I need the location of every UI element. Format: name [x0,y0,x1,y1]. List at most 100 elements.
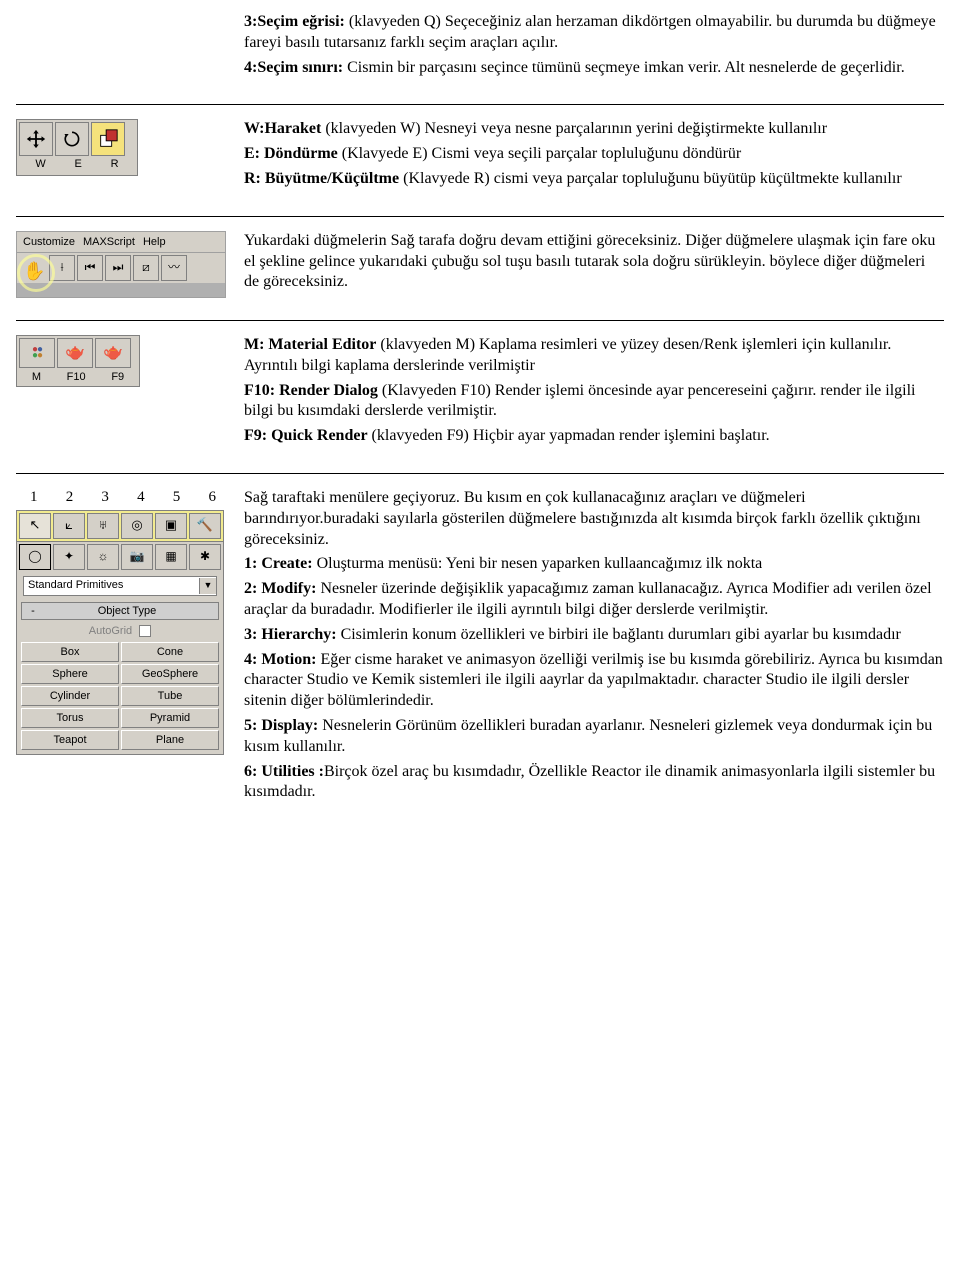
menu-customize[interactable]: Customize [23,235,75,249]
primitive-buttons: Box Cone Sphere GeoSphere Cylinder Tube … [17,640,223,754]
separator-1 [16,104,944,105]
section-customize: Customize MAXScript Help ✋ ⟊ ⏮ ⏭ ⧄ 〰 Yuk… [16,231,944,312]
rotate-icon [62,129,82,149]
next-key-btn[interactable]: ⏭ [105,255,131,281]
scale-button[interactable] [91,122,125,156]
sub-helpers[interactable]: ▦ [155,544,187,570]
btn-geosphere[interactable]: GeoSphere [121,664,219,684]
label-w: W:Haraket [244,120,321,137]
text-utilities: Birçok özel araç bu kısımdadır, Özellikl… [244,763,935,801]
render-dialog-button[interactable]: 🫖 [57,338,93,368]
text-motion: Eğer cisme haraket ve animasyon özelliği… [244,651,943,710]
section-mf: ●● ●● 🫖 🫖 M F10 F9 M: Material Editor (k… [16,335,944,465]
hand-icon: ✋ [23,260,45,283]
mf-label-m: M [32,370,41,384]
num-5: 5 [173,488,181,508]
tab-modify[interactable]: ⟀ [53,513,85,539]
primitives-dropdown[interactable]: Standard Primitives ▼ [23,576,217,596]
wer-text: W:Haraket (klavyeden W) Nesneyi veya nes… [244,119,944,193]
teapot-icon: 🫖 [65,343,85,364]
panel-intro: Sağ taraftaki menülere geçiyoruz. Bu kıs… [244,488,944,550]
sub-cameras[interactable]: 📷 [121,544,153,570]
menu-help[interactable]: Help [143,235,166,249]
label-modify: 2: Modify: [244,580,316,597]
btn-tube[interactable]: Tube [121,686,219,706]
section-wer: W E R W:Haraket (klavyeden W) Nesneyi ve… [16,119,944,207]
label-r: R: Büyütme/Küçültme [244,170,399,187]
btn-cone[interactable]: Cone [121,642,219,662]
separator-4 [16,473,944,474]
customize-text: Yukardaki düğmelerin Sağ tarafa doğru de… [244,231,944,297]
wer-label-e: E [75,157,82,171]
text-3: (klavyeden Q) Seçeceğiniz alan herzaman … [244,13,936,51]
text-f9: (klavyeden F9) Hiçbir ayar yapmadan rend… [368,427,770,444]
btn-sphere[interactable]: Sphere [21,664,119,684]
tab-utilities[interactable]: 🔨 [189,513,221,539]
material-editor-button[interactable]: ●● ●● [19,338,55,368]
num-4: 4 [137,488,145,508]
filter-btn[interactable]: ⧄ [133,255,159,281]
sub-shapes[interactable]: ✦ [53,544,85,570]
mf-text: M: Material Editor (klavyeden M) Kaplama… [244,335,944,451]
wer-label-w: W [35,157,45,171]
btn-pyramid[interactable]: Pyramid [121,708,219,728]
label-e: E: Döndürme [244,145,338,162]
rollup-toggle[interactable]: - [26,604,40,618]
quick-render-button[interactable]: 🫖 [95,338,131,368]
wer-box: W E R [16,119,138,175]
btn-box[interactable]: Box [21,642,119,662]
tab-display[interactable]: ▣ [155,513,187,539]
command-panel: 1 2 3 4 5 6 ↖ ⟀ ♅ ◎ ▣ 🔨 ◯ ✦ [16,488,226,755]
autogrid-checkbox[interactable] [139,625,151,637]
tab-motion[interactable]: ◎ [121,513,153,539]
rotate-button[interactable] [55,122,89,156]
prev-key-btn[interactable]: ⏮ [77,255,103,281]
panel-text: Sağ taraftaki menülere geçiyoruz. Bu kıs… [244,488,944,807]
teapot2-icon: 🫖 [103,343,123,364]
panel-tabs: ↖ ⟀ ♅ ◎ ▣ 🔨 [17,511,223,542]
customize-para: Yukardaki düğmelerin Sağ tarafa doğru de… [244,231,944,293]
text-w: (klavyeden W) Nesneyi veya nesne parçala… [321,120,827,137]
separator-2 [16,216,944,217]
section-intro: 3:Seçim eğrisi: (klavyeden Q) Seçeceğini… [16,12,944,96]
btn-teapot[interactable]: Teapot [21,730,119,750]
tab-create[interactable]: ↖ [19,513,51,539]
label-3: 3:Seçim eğrisi: [244,13,345,30]
panel-nums: 1 2 3 4 5 6 [16,488,224,510]
intro-text: 3:Seçim eğrisi: (klavyeden Q) Seçeceğini… [244,12,944,82]
customize-box: Customize MAXScript Help ✋ ⟊ ⏮ ⏭ ⧄ 〰 [16,231,226,298]
toolbar-icon-row: ✋ ⟊ ⏮ ⏭ ⧄ 〰 [17,253,225,283]
btn-plane[interactable]: Plane [121,730,219,750]
mf-toolbar: ●● ●● 🫖 🫖 M F10 F9 [16,335,226,387]
move-icon [25,128,47,150]
object-type-label: Object Type [40,604,214,618]
label-hierarchy: 3: Hierarchy: [244,626,337,643]
scale-icon [97,128,119,150]
btn-cylinder[interactable]: Cylinder [21,686,119,706]
num-3: 3 [101,488,109,508]
curve-btn[interactable]: 〰 [161,255,187,281]
label-display: 5: Display: [244,717,318,734]
move-button[interactable] [19,122,53,156]
autogrid-row: AutoGrid [17,622,223,640]
autogrid-label: AutoGrid [89,625,132,637]
btn-torus[interactable]: Torus [21,708,119,728]
wer-toolbar: W E R [16,119,226,175]
text-create: Oluşturma menüsü: Yeni bir nesen yaparke… [313,555,763,572]
sub-systems[interactable]: ✱ [189,544,221,570]
text-e: (Klavyede E) Cismi veya seçili parçalar … [338,145,741,162]
label-create: 1: Create: [244,555,313,572]
text-r: (Klavyede R) cismi veya parçalar toplulu… [399,170,902,187]
menu-maxscript[interactable]: MAXScript [83,235,135,249]
sub-geom[interactable]: ◯ [19,544,51,570]
spheres-icon: ●● ●● [32,347,42,359]
num-1: 1 [30,488,38,508]
dd-label: Standard Primitives [24,578,199,592]
tab-hierarchy[interactable]: ♅ [87,513,119,539]
label-motion: 4: Motion: [244,651,316,668]
object-type-header[interactable]: - Object Type [21,602,219,620]
sub-lights[interactable]: ☼ [87,544,119,570]
label-utilities: 6: Utilities : [244,763,324,780]
label-m: M: Material Editor [244,336,376,353]
wer-label-r: R [111,157,119,171]
